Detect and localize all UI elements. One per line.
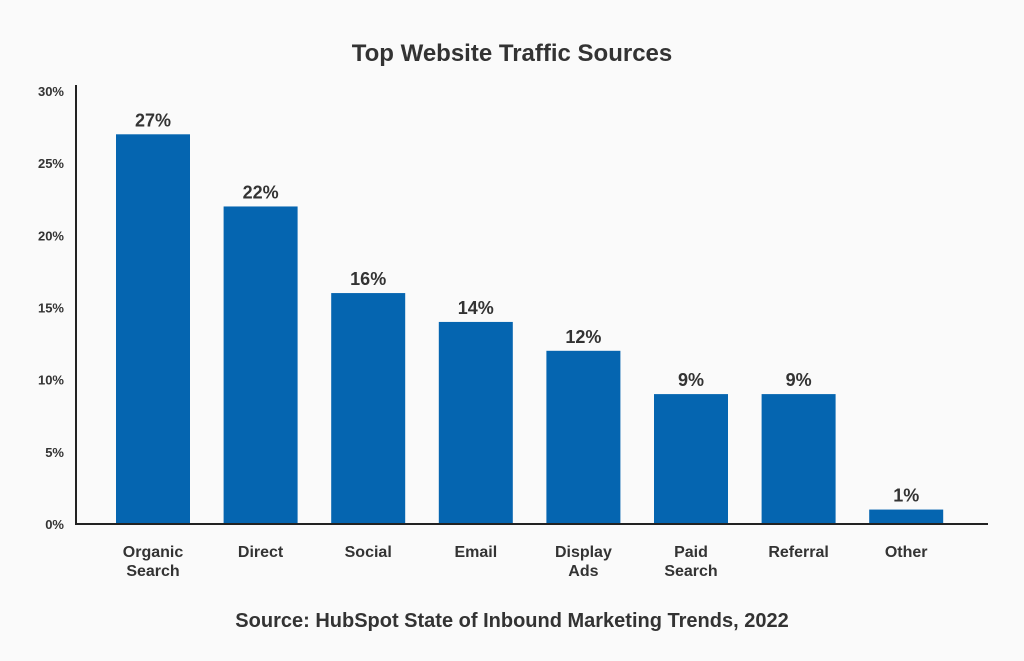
bar-value-label: 27% bbox=[135, 110, 171, 130]
chart-source: Source: HubSpot State of Inbound Marketi… bbox=[235, 610, 789, 632]
value-labels: 27% 22% 16% 14% 12% 9% 9% 1% bbox=[135, 110, 919, 505]
y-tick-label: 20% bbox=[38, 228, 64, 243]
x-category-label: Paid Search bbox=[664, 544, 717, 580]
x-category-label: Social bbox=[345, 544, 392, 561]
x-category-label: Display Ads bbox=[555, 544, 612, 580]
bar bbox=[546, 350, 621, 524]
bar bbox=[331, 293, 406, 524]
y-tick-label: 25% bbox=[38, 156, 64, 171]
y-tick-label: 15% bbox=[38, 301, 64, 316]
x-category-label: Other bbox=[885, 544, 928, 561]
x-category-label: Email bbox=[454, 544, 497, 561]
category-labels: Organic Search Direct Social Email Display Ads… bbox=[123, 544, 928, 580]
x-category-label: Direct bbox=[238, 544, 284, 561]
x-category-label: Organic Search bbox=[123, 544, 184, 580]
bars bbox=[116, 134, 944, 525]
y-tick-label: 5% bbox=[45, 445, 64, 460]
chart-title: Top Website Traffic Sources bbox=[351, 40, 673, 67]
bar bbox=[438, 321, 513, 524]
bar bbox=[116, 134, 190, 525]
x-category-label: Referral bbox=[768, 544, 828, 561]
bar-value-label: 16% bbox=[350, 269, 386, 289]
bar-value-label: 22% bbox=[243, 182, 279, 202]
bar-value-label: 12% bbox=[565, 327, 601, 347]
y-tick-label: 0% bbox=[45, 517, 64, 532]
bar-value-label: 9% bbox=[786, 370, 812, 390]
bar bbox=[761, 394, 836, 524]
y-tick-label: 30% bbox=[38, 84, 64, 99]
axis-lines bbox=[75, 85, 988, 525]
bar-value-label: 9% bbox=[678, 370, 704, 390]
bar bbox=[654, 394, 728, 524]
bar-value-label: 1% bbox=[893, 486, 919, 506]
bar bbox=[223, 206, 298, 524]
y-axis: 0% 5% 10% 15% 20% 25% 30% bbox=[38, 84, 64, 532]
bar bbox=[869, 509, 944, 524]
bar-value-label: 14% bbox=[458, 298, 494, 318]
y-tick-label: 10% bbox=[38, 373, 64, 388]
